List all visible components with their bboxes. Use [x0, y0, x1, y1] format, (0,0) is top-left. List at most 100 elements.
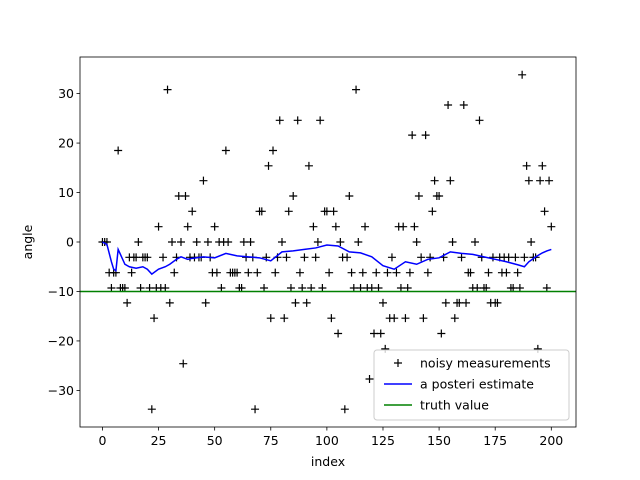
measurement-marker [536, 176, 545, 185]
measurement-marker [437, 329, 446, 338]
measurement-marker [542, 284, 551, 293]
measurement-marker [300, 253, 309, 262]
y-tick-label: −30 [48, 383, 74, 398]
measurement-marker [192, 238, 201, 246]
measurement-marker [502, 268, 511, 277]
y-tick-label: 10 [58, 185, 74, 200]
legend-box [373, 349, 570, 421]
measurement-marker [488, 253, 497, 262]
x-tick-label: 175 [483, 433, 507, 448]
measurement-marker [298, 284, 307, 293]
measurement-marker [212, 268, 221, 277]
measurement-marker [352, 85, 361, 94]
measurement-marker [349, 284, 358, 293]
measurement-marker [304, 161, 313, 170]
measurement-marker [145, 284, 154, 293]
measurement-marker [387, 253, 396, 262]
measurement-marker [426, 253, 435, 262]
measurement-marker [356, 284, 365, 293]
measurement-marker [390, 314, 399, 323]
measurement-marker [280, 314, 289, 323]
measurement-marker [289, 191, 298, 200]
measurement-marker [253, 268, 262, 277]
measurement-marker [435, 191, 444, 200]
measurement-marker [176, 238, 185, 246]
measurement-marker [511, 253, 520, 262]
measurement-marker [150, 314, 159, 323]
measurement-marker [199, 176, 208, 185]
measurement-marker [361, 222, 370, 231]
measurement-marker [188, 207, 197, 216]
measurement-marker [410, 222, 419, 231]
measurement-marker [233, 268, 242, 277]
measurement-marker [545, 176, 554, 185]
x-tick-label: 50 [207, 433, 223, 448]
measurement-marker [367, 284, 376, 293]
measurement-marker [244, 268, 253, 277]
y-tick-label: 30 [58, 86, 74, 101]
measurement-marker [450, 314, 459, 323]
measurement-marker [264, 161, 273, 170]
axes-frame [79, 56, 577, 428]
legend-label: a posteri estimate [420, 377, 534, 392]
measurement-marker [421, 131, 430, 140]
measurement-marker [307, 284, 316, 293]
measurement-marker [401, 314, 410, 323]
measurement-marker [302, 298, 311, 307]
measurement-marker [286, 284, 295, 293]
measurement-marker [522, 161, 531, 170]
measurement-marker [136, 284, 145, 293]
measurement-marker [515, 284, 524, 293]
measurement-marker [325, 268, 334, 277]
measurement-marker [134, 238, 143, 246]
measurement-marker [224, 238, 233, 246]
measurement-marker [251, 405, 260, 414]
measurement-marker [210, 222, 219, 231]
measurement-marker [284, 207, 293, 216]
measurement-marker [161, 284, 170, 293]
y-axis-label: angle [20, 224, 35, 259]
measurement-marker [291, 298, 300, 307]
measurement-marker [132, 253, 141, 262]
measurement-marker [318, 284, 327, 293]
x-tick-label: 0 [98, 433, 106, 448]
y-tick-label: −20 [48, 333, 74, 348]
measurement-marker [221, 146, 230, 155]
measurement-marker [504, 253, 513, 262]
measurement-marker [399, 222, 408, 231]
measurement-marker [340, 405, 349, 414]
measurement-marker [293, 116, 302, 125]
measurement-marker [509, 284, 518, 293]
measurement-marker [322, 207, 331, 216]
measurement-marker [181, 191, 190, 200]
measurement-marker [493, 298, 502, 307]
measurement-marker [295, 268, 304, 277]
measurement-marker [174, 191, 183, 200]
measurement-marker [183, 222, 192, 231]
measurement-marker [365, 375, 374, 384]
measurement-marker [266, 314, 275, 323]
measurement-marker [372, 268, 381, 277]
measurement-marker [217, 284, 226, 293]
measurement-marker [455, 298, 464, 307]
measurement-marker [396, 284, 405, 293]
measurement-marker [423, 268, 432, 277]
measurement-marker [430, 176, 439, 185]
measurement-marker [383, 268, 392, 277]
measurement-marker [448, 238, 457, 246]
measurement-marker [201, 298, 210, 307]
measurement-marker [540, 207, 549, 216]
measurement-marker [446, 176, 455, 185]
measurement-marker [260, 284, 269, 293]
measurement-marker [419, 314, 428, 323]
measurement-marker [336, 238, 345, 246]
measurement-marker [334, 329, 343, 338]
measurement-marker [168, 238, 177, 246]
measurement-marker [107, 284, 116, 293]
x-tick-label: 125 [371, 433, 395, 448]
measurement-marker [179, 359, 188, 368]
estimate-line [102, 241, 552, 276]
measurement-marker [408, 131, 417, 140]
